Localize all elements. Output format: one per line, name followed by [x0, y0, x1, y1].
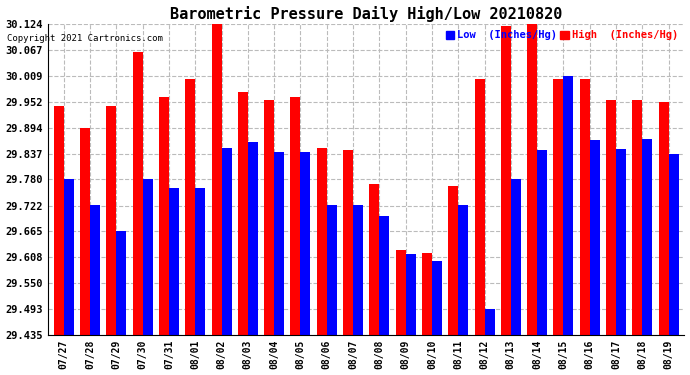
Bar [642, 139, 652, 335]
Bar [238, 92, 248, 335]
Bar [317, 148, 327, 335]
Bar [537, 150, 547, 335]
Bar [132, 52, 143, 335]
Bar [580, 79, 590, 335]
Bar [195, 189, 205, 335]
Title: Barometric Pressure Daily High/Low 20210820: Barometric Pressure Daily High/Low 20210… [170, 6, 562, 21]
Bar [590, 140, 600, 335]
Bar [669, 154, 679, 335]
Bar [159, 97, 169, 335]
Bar [484, 309, 495, 335]
Bar [616, 149, 626, 335]
Bar [290, 97, 300, 335]
Bar [106, 106, 117, 335]
Bar [511, 179, 521, 335]
Bar [327, 205, 337, 335]
Bar [212, 23, 221, 335]
Bar [80, 128, 90, 335]
Bar [501, 26, 511, 335]
Bar [369, 184, 380, 335]
Bar [117, 231, 126, 335]
Bar [343, 150, 353, 335]
Bar [221, 148, 232, 335]
Bar [606, 100, 616, 335]
Bar [395, 251, 406, 335]
Bar [406, 254, 415, 335]
Bar [527, 24, 537, 335]
Text: Copyright 2021 Cartronics.com: Copyright 2021 Cartronics.com [7, 34, 163, 43]
Legend: Low  (Inches/Hg), High  (Inches/Hg): Low (Inches/Hg), High (Inches/Hg) [442, 26, 682, 45]
Bar [274, 152, 284, 335]
Bar [475, 79, 484, 335]
Bar [458, 205, 469, 335]
Bar [300, 152, 310, 335]
Bar [422, 253, 432, 335]
Bar [659, 102, 669, 335]
Bar [169, 189, 179, 335]
Bar [632, 100, 642, 335]
Bar [90, 205, 100, 335]
Bar [54, 106, 63, 335]
Bar [63, 179, 74, 335]
Bar [564, 76, 573, 335]
Bar [380, 216, 389, 335]
Bar [248, 142, 258, 335]
Bar [185, 79, 195, 335]
Bar [353, 205, 363, 335]
Bar [143, 179, 152, 335]
Bar [553, 79, 564, 335]
Bar [432, 261, 442, 335]
Bar [448, 186, 458, 335]
Bar [264, 100, 274, 335]
